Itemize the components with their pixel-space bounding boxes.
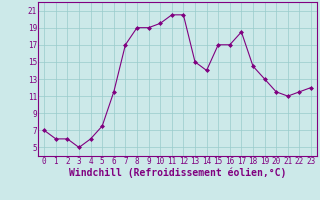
- X-axis label: Windchill (Refroidissement éolien,°C): Windchill (Refroidissement éolien,°C): [69, 168, 286, 178]
